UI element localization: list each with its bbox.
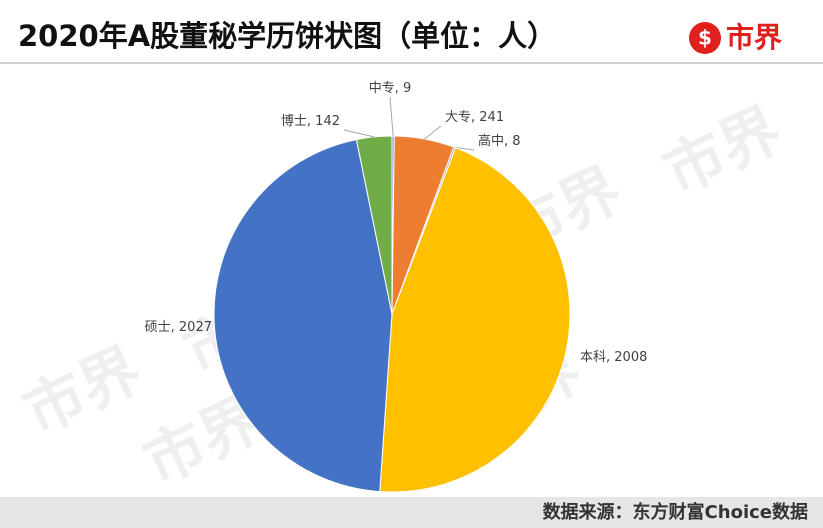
title: 2020年A股董秘学历饼状图（单位：人） <box>18 19 556 53</box>
data-label-value: 142 <box>315 114 340 129</box>
data-label-category: 硕士 <box>145 320 171 335</box>
data-label-value: 2008 <box>614 350 647 365</box>
logo-icon-glyph: $ <box>698 26 712 50</box>
data-label: 大专, 241 <box>445 110 504 125</box>
data-label-category: 博士 <box>281 114 307 129</box>
data-label: 硕士, 2027 <box>145 320 212 335</box>
pie: 中专, 9 大专, 241 高中, 8 本科, 2008 硕士, 2027 博士, 142 <box>145 81 647 493</box>
leader-line <box>454 146 475 151</box>
pie-slice <box>379 147 571 493</box>
data-label-separator: , <box>307 114 315 129</box>
data-label: 高中, 8 <box>478 133 521 149</box>
leader-line <box>343 129 375 138</box>
pie-slice <box>213 138 393 493</box>
pie-slice <box>355 135 393 315</box>
data-label-value: 241 <box>479 110 504 125</box>
data-label-value: 2027 <box>179 320 212 335</box>
data-label-separator: , <box>471 110 479 125</box>
data-label-category: 本科 <box>580 350 606 365</box>
data-label-separator: , <box>606 350 614 365</box>
data-label-category: 高中 <box>478 133 504 149</box>
data-label: 本科, 2008 <box>580 350 647 365</box>
footer-band <box>0 497 823 528</box>
data-label-category: 中专 <box>369 81 395 96</box>
data-label: 中专, 9 <box>369 81 412 96</box>
data-label-separator: , <box>395 81 403 96</box>
logo-text: 市界 <box>726 21 782 54</box>
data-label-separator: , <box>504 134 512 149</box>
data-label-separator: , <box>171 320 179 335</box>
leader-line <box>424 125 442 140</box>
data-label: 博士, 142 <box>281 114 340 129</box>
logo-icon <box>689 22 721 54</box>
source: 数据来源：东方财富Choice数据 <box>543 501 808 523</box>
data-label-value: 8 <box>512 134 520 149</box>
data-label-category: 大专 <box>445 110 471 125</box>
leader-line <box>389 96 394 137</box>
data-label-value: 9 <box>403 81 411 96</box>
